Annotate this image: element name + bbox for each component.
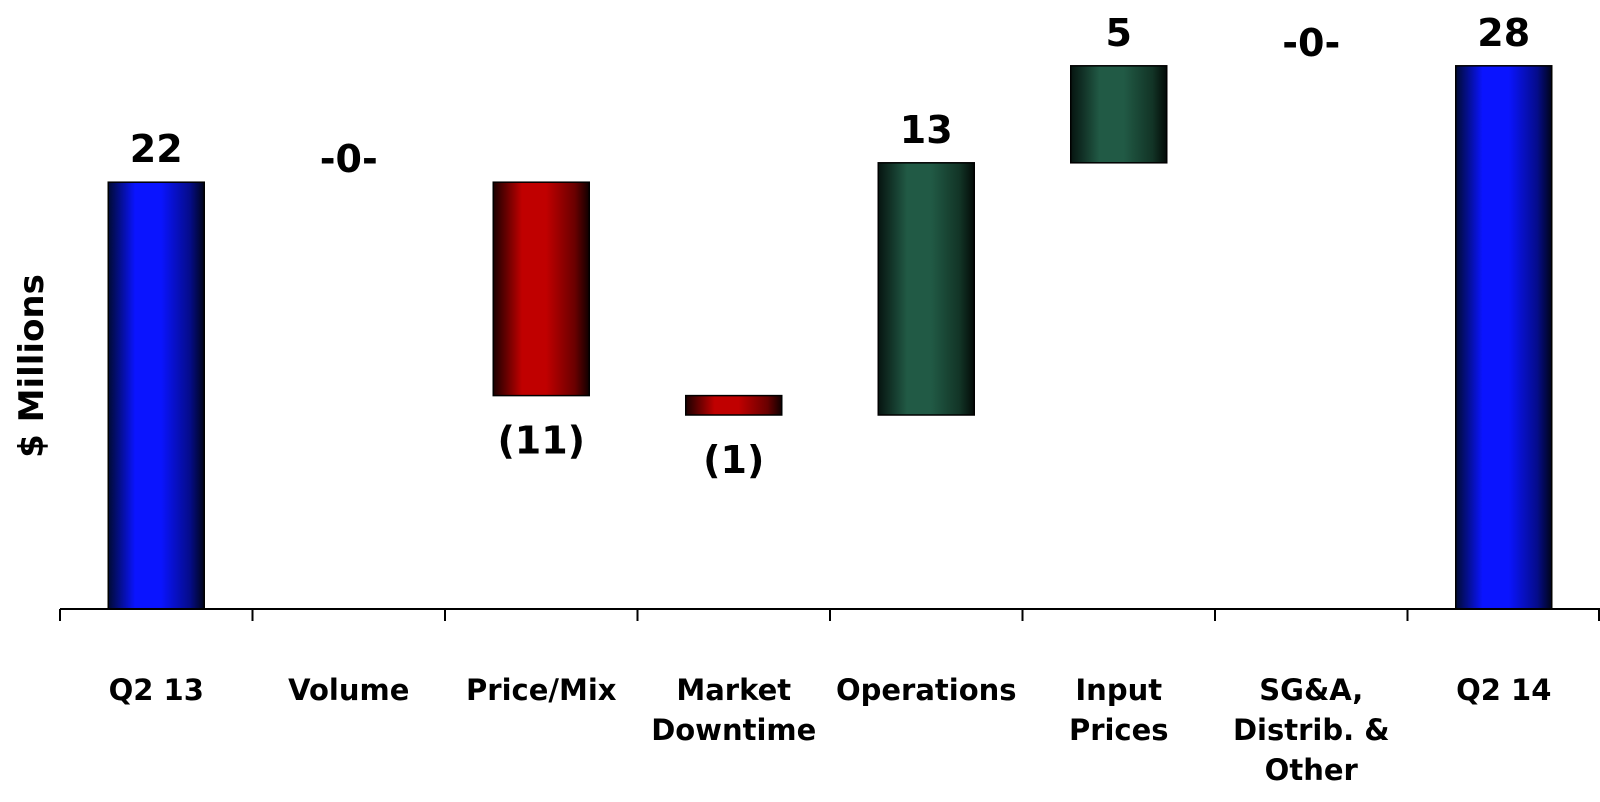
category-label-2: Price/Mix <box>466 673 617 707</box>
category-label-4: Operations <box>836 673 1017 707</box>
value-label-2: (11) <box>497 419 585 463</box>
bar-7 <box>1455 65 1553 610</box>
bar-0 <box>107 181 205 610</box>
value-label-0: 22 <box>130 127 183 171</box>
value-label-1: -0- <box>320 137 378 181</box>
bars-layer <box>107 65 1553 610</box>
value-label-4: 13 <box>900 108 953 152</box>
bar-4 <box>877 162 975 416</box>
bar-3 <box>685 394 783 416</box>
category-label-3: Market Downtime <box>651 673 816 747</box>
category-label-7: Q2 14 <box>1456 673 1551 707</box>
bar-5 <box>1070 65 1168 164</box>
value-label-5: 5 <box>1106 11 1132 55</box>
category-label-6: SG&A, Distrib. & Other <box>1233 673 1390 787</box>
value-label-6: -0- <box>1282 21 1340 65</box>
category-label-0: Q2 13 <box>109 673 204 707</box>
labels-layer: 22 Q2 13 -0- Volume (11) Price/Mix (1) Market Do… <box>109 11 1552 787</box>
x-axis <box>59 608 1600 621</box>
category-label-1: Volume <box>288 673 409 707</box>
value-label-7: 28 <box>1477 11 1530 55</box>
bar-2 <box>492 181 590 397</box>
y-axis-label: $ Millions <box>12 274 52 458</box>
value-label-3: (1) <box>703 438 764 482</box>
category-label-5: Input Prices <box>1069 673 1169 747</box>
